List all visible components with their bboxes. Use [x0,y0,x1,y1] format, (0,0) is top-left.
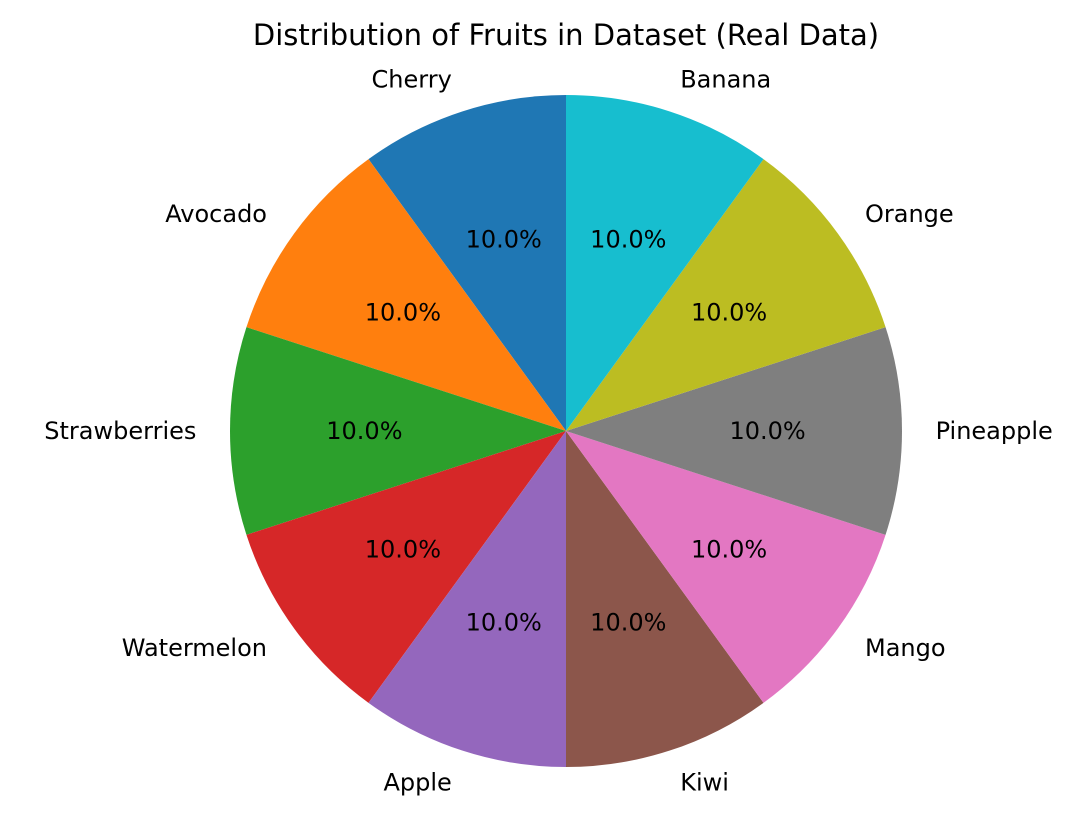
slice-label-watermelon: Watermelon [122,634,267,662]
pie-slice-apple [368,431,566,767]
pie-slice-kiwi [566,431,764,767]
slice-label-mango: Mango [865,634,946,662]
pie-labels: Cherry 10.0% Avocado 10.0% Strawberries 10.0%… [44,65,1053,796]
slice-label-banana: Banana [680,65,771,93]
slice-label-kiwi: Kiwi [680,769,729,797]
pie-slice-watermelon [246,431,566,703]
percent-label-mango: 10.0% [691,535,767,563]
slice-label-orange: Orange [865,200,954,228]
slice-label-apple: Apple [383,769,451,797]
percent-label-apple: 10.0% [466,609,542,637]
percent-label-pineapple: 10.0% [729,417,805,445]
slice-label-pineapple: Pineapple [936,417,1053,445]
slice-label-avocado: Avocado [165,200,267,228]
pie-slices [230,95,903,767]
pie-slice-banana [566,95,764,431]
chart-title: Distribution of Fruits in Dataset (Real … [253,18,879,52]
pie-slice-mango [566,431,886,703]
slice-label-cherry: Cherry [372,65,452,93]
pie-slice-strawberries [230,327,566,535]
pie-slice-avocado [246,159,566,431]
percent-label-strawberries: 10.0% [326,417,402,445]
slice-label-strawberries: Strawberries [44,417,196,445]
pie-slice-orange [566,159,886,431]
percent-label-kiwi: 10.0% [590,609,666,637]
percent-label-watermelon: 10.0% [365,535,441,563]
percent-label-avocado: 10.0% [365,299,441,327]
percent-label-cherry: 10.0% [466,225,542,253]
percent-label-orange: 10.0% [691,299,767,327]
pie-slice-pineapple [566,327,903,535]
pie-slice-cherry [368,95,566,431]
percent-label-banana: 10.0% [590,225,666,253]
